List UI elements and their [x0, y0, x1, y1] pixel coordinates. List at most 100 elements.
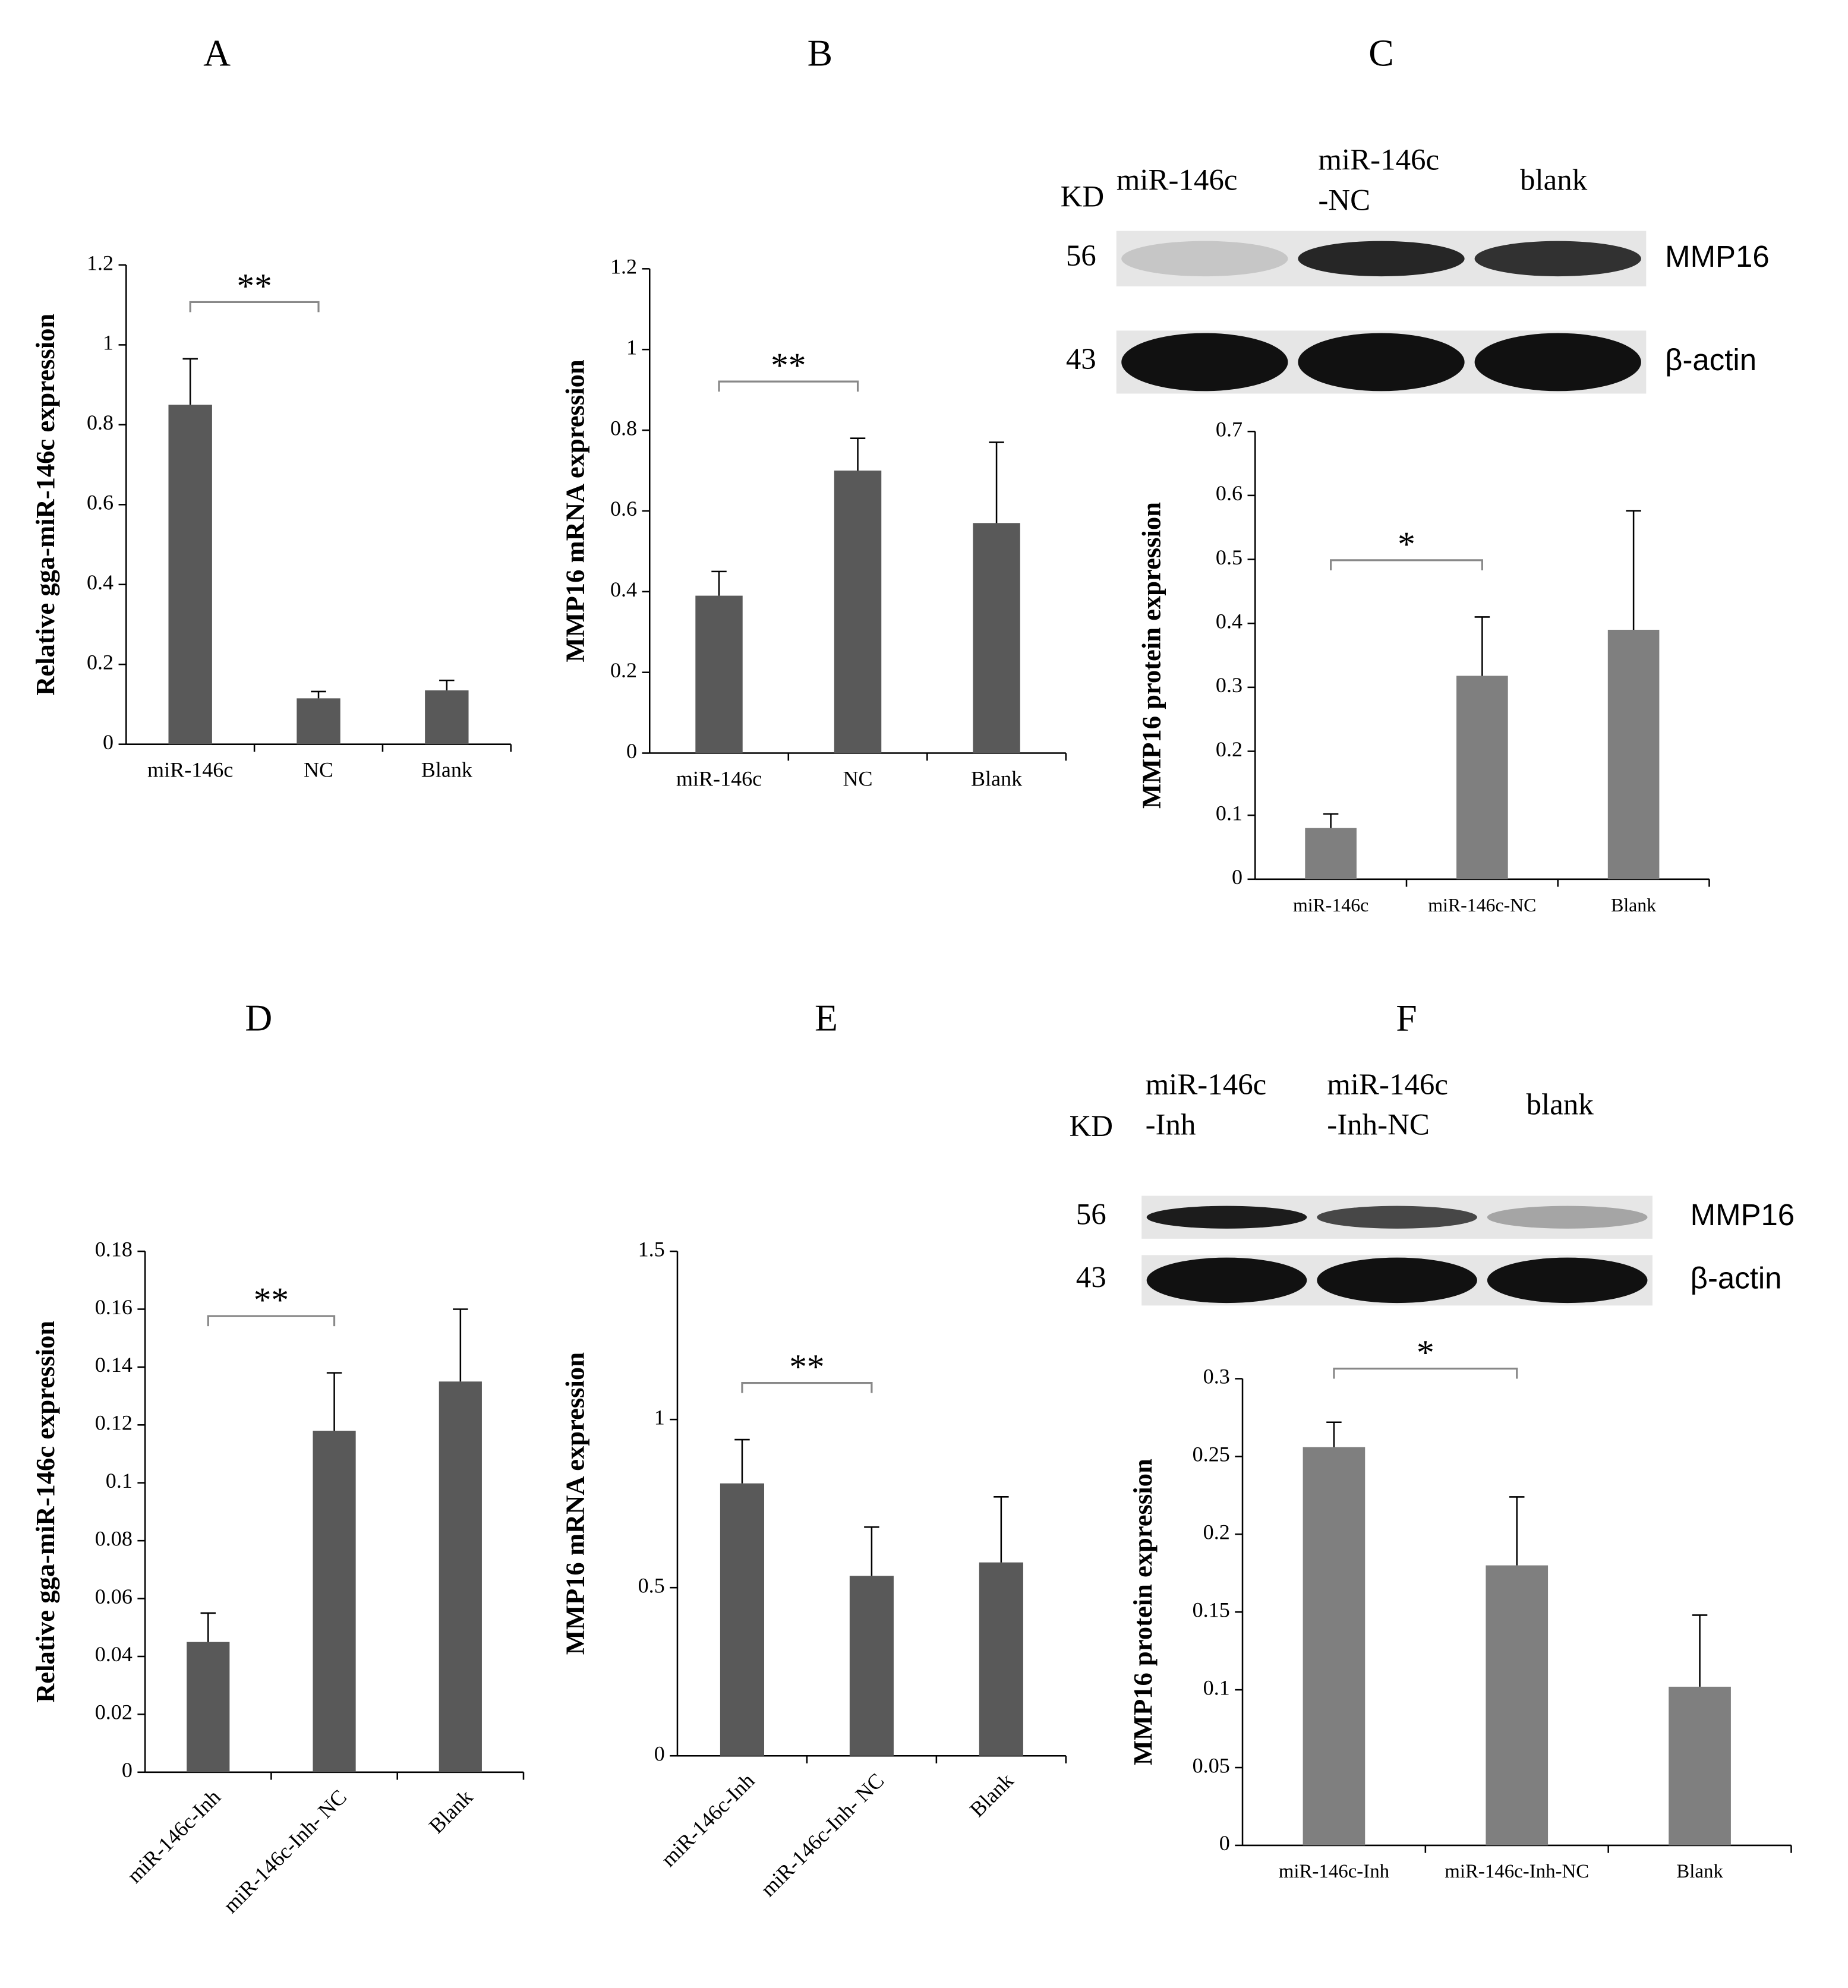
- bar: [313, 1431, 356, 1772]
- y-tick-label: 0.1: [106, 1469, 133, 1492]
- panel-label: A: [203, 31, 231, 74]
- blot-band: [1487, 1257, 1648, 1304]
- blot-band: [1317, 1206, 1477, 1229]
- y-tick-label: 0: [626, 739, 637, 763]
- x-tick-label: miR-146c: [1293, 895, 1368, 916]
- blot-protein-label: MMP16: [1691, 1198, 1795, 1232]
- panel-label: B: [808, 31, 832, 74]
- y-axis-label: MMP16 protein expression: [1128, 1459, 1158, 1765]
- significance-label: **: [771, 346, 806, 385]
- y-tick-label: 0.6: [87, 491, 113, 515]
- y-axis-label: MMP16 mRNA expression: [560, 359, 590, 662]
- error-bar: [311, 690, 326, 699]
- error-bar: [711, 570, 727, 596]
- y-tick-label: 0.4: [610, 578, 637, 601]
- blot-band: [1121, 333, 1288, 392]
- y-tick-label: 0.12: [95, 1411, 133, 1435]
- bar: [720, 1483, 765, 1756]
- significance-label: **: [236, 266, 272, 305]
- y-tick-label: 1: [103, 331, 113, 355]
- blot-lane-label: miR-146c: [1146, 1068, 1267, 1102]
- y-tick-label: 0.08: [95, 1526, 133, 1550]
- bar: [1305, 828, 1357, 879]
- y-tick-label: 0.2: [610, 658, 637, 682]
- bar: [425, 690, 469, 744]
- significance-bracket: [741, 1381, 873, 1393]
- y-tick-label: 0.18: [95, 1237, 133, 1261]
- bar: [979, 1562, 1023, 1756]
- x-tick-label: Blank: [965, 1768, 1018, 1822]
- x-tick-label: Blank: [424, 1785, 478, 1838]
- y-tick-label: 0: [654, 1741, 665, 1765]
- y-tick-label: 0.05: [1193, 1753, 1230, 1777]
- x-tick-label: miR-146c-Inh: [122, 1785, 225, 1888]
- bar: [168, 405, 212, 744]
- x-tick-label: miR-146c-Inh- NC: [756, 1769, 888, 1901]
- panel-label: F: [1396, 996, 1417, 1039]
- bar: [849, 1576, 894, 1756]
- error-bar: [734, 1438, 750, 1484]
- x-tick-label: miR-146c-Inh: [657, 1769, 759, 1872]
- significance-bracket: [189, 301, 320, 313]
- x-tick-label: miR-146c-Inh: [1279, 1861, 1390, 1882]
- blot-lane-label: -Inh: [1146, 1109, 1196, 1142]
- y-tick-label: 1.5: [638, 1237, 665, 1261]
- bar: [187, 1642, 230, 1772]
- error-bar: [182, 358, 198, 405]
- error-bar: [1626, 510, 1641, 630]
- blot-size-label: 56: [1076, 1198, 1106, 1231]
- x-tick-label: Blank: [421, 758, 473, 782]
- error-bar: [1509, 1496, 1525, 1566]
- blot-band: [1474, 333, 1641, 392]
- error-bar: [1474, 616, 1490, 676]
- blot-lane-label: blank: [1520, 164, 1588, 197]
- y-tick-label: 0: [103, 730, 113, 754]
- x-tick-label: Blank: [1676, 1861, 1723, 1882]
- y-tick-label: 0.6: [1216, 481, 1242, 505]
- error-bar: [453, 1308, 468, 1382]
- y-tick-label: 0.16: [95, 1295, 133, 1319]
- y-tick-label: 0: [1219, 1831, 1230, 1855]
- significance-label: **: [254, 1280, 289, 1320]
- blot-protein-label: β-actin: [1691, 1261, 1782, 1295]
- bar: [1669, 1686, 1731, 1845]
- blot-band: [1146, 1257, 1307, 1304]
- y-tick-label: 0.15: [1193, 1598, 1230, 1621]
- error-bar: [989, 441, 1004, 523]
- error-bar: [864, 1526, 879, 1576]
- y-tick-label: 0.5: [1216, 545, 1242, 569]
- y-tick-label: 0.6: [610, 497, 637, 520]
- blot-lane-label: -NC: [1318, 184, 1370, 217]
- y-tick-label: 0.1: [1203, 1675, 1230, 1699]
- bar: [439, 1381, 482, 1772]
- y-tick-label: 1.2: [610, 255, 637, 279]
- y-tick-label: 0.8: [87, 411, 113, 434]
- bar: [1486, 1565, 1549, 1845]
- y-tick-label: 1: [626, 335, 637, 359]
- blot-lane-label: -Inh-NC: [1327, 1109, 1430, 1142]
- y-tick-label: 1: [654, 1405, 665, 1429]
- y-tick-label: 0.3: [1216, 673, 1242, 697]
- y-tick-label: 0.06: [95, 1585, 133, 1608]
- blot-protein-label: MMP16: [1665, 239, 1770, 273]
- blot-kd-label: KD: [1061, 180, 1105, 213]
- error-bar: [1326, 1421, 1342, 1447]
- blot-band: [1298, 333, 1465, 392]
- blot-band: [1146, 1206, 1307, 1229]
- y-axis-label: Relative gga-miR-146c expression: [30, 1321, 60, 1703]
- blot-lane-label: miR-146c: [1117, 164, 1238, 197]
- error-bar: [200, 1612, 216, 1642]
- blot-lane-label: blank: [1527, 1088, 1594, 1122]
- x-tick-label: NC: [843, 767, 872, 791]
- y-tick-label: 0.04: [95, 1642, 133, 1666]
- blot-band: [1487, 1206, 1648, 1229]
- y-tick-label: 0.2: [87, 651, 113, 674]
- y-tick-label: 0.25: [1193, 1443, 1230, 1466]
- blot-band: [1121, 241, 1288, 277]
- significance-bracket: [1333, 1367, 1518, 1379]
- error-bar: [850, 437, 866, 471]
- bar: [297, 698, 340, 744]
- bar: [1456, 676, 1508, 879]
- blot-lane-label: miR-146c: [1318, 144, 1439, 177]
